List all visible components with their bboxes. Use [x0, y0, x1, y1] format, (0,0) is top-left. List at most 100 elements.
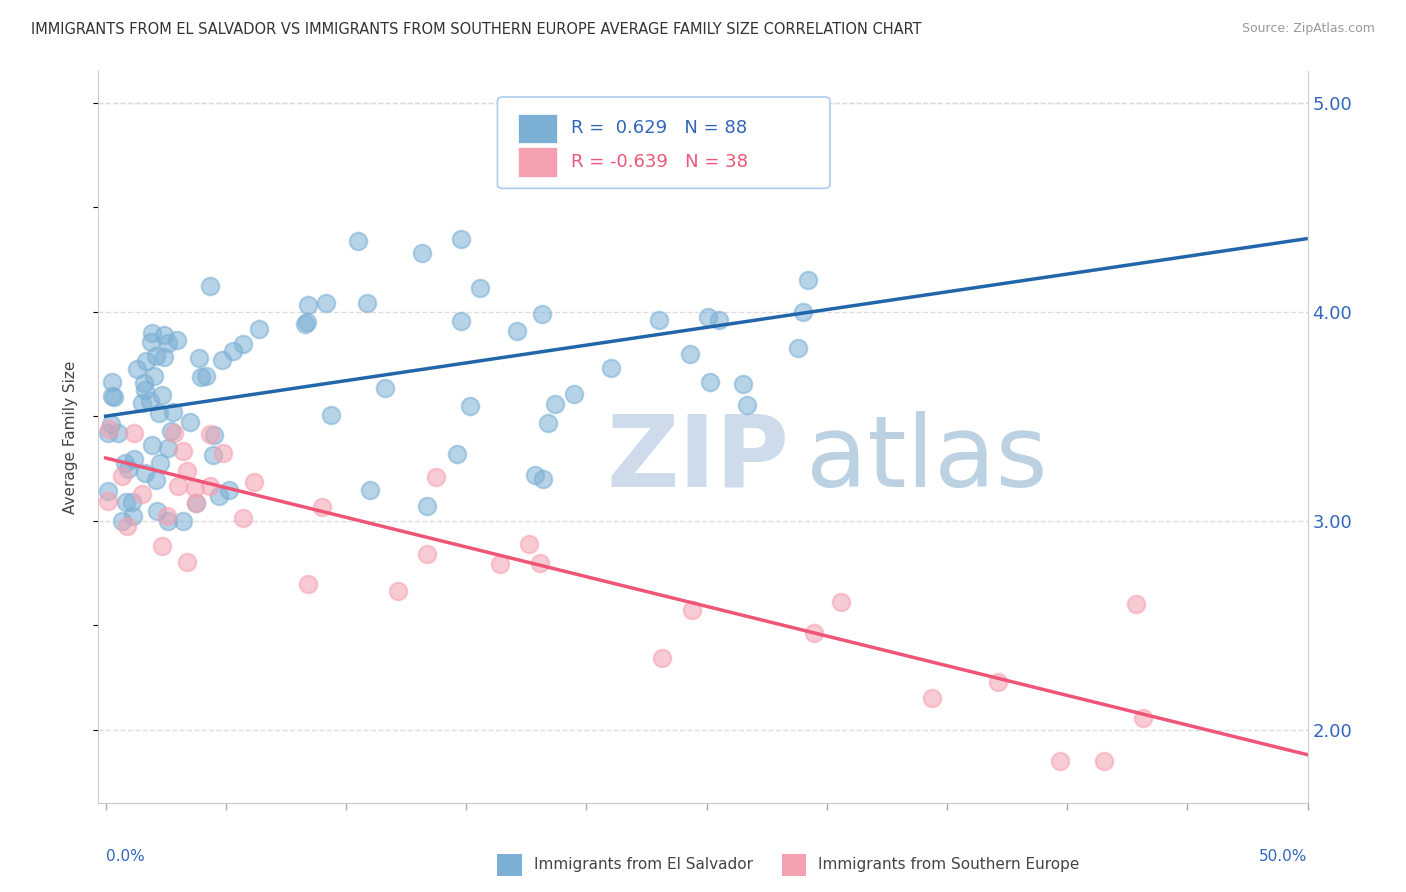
Point — [101, 375, 124, 389]
Point — [458, 399, 481, 413]
Point — [374, 381, 396, 395]
Point — [122, 425, 145, 440]
Point — [506, 324, 529, 338]
FancyBboxPatch shape — [498, 97, 830, 188]
Point — [731, 377, 754, 392]
Point — [121, 509, 143, 524]
Text: 50.0%: 50.0% — [1260, 849, 1308, 863]
Point — [247, 322, 270, 336]
Point — [211, 353, 233, 368]
Text: Immigrants from Southern Europe: Immigrants from Southern Europe — [818, 857, 1080, 872]
Point — [1125, 597, 1147, 611]
Point — [294, 317, 316, 331]
Point — [134, 467, 156, 481]
Point — [311, 500, 333, 514]
Point — [243, 475, 266, 490]
Text: ZIP: ZIP — [606, 410, 789, 508]
Point — [190, 370, 212, 384]
Point — [347, 234, 370, 248]
Point — [166, 333, 188, 347]
Text: Immigrants from El Salvador: Immigrants from El Salvador — [534, 857, 752, 872]
Text: atlas: atlas — [806, 410, 1047, 508]
Point — [103, 390, 125, 404]
Point — [97, 494, 120, 508]
Point — [529, 556, 551, 570]
Point — [202, 428, 225, 442]
Point — [131, 396, 153, 410]
Point — [450, 314, 472, 328]
Point — [141, 438, 163, 452]
Point — [145, 473, 167, 487]
Point — [786, 342, 808, 356]
Point — [157, 514, 180, 528]
Text: R = -0.639   N = 38: R = -0.639 N = 38 — [571, 153, 748, 171]
Point — [187, 351, 209, 365]
Point — [107, 426, 129, 441]
Point — [530, 307, 553, 321]
Text: 0.0%: 0.0% — [105, 849, 145, 863]
Point — [122, 451, 145, 466]
Point — [163, 425, 186, 440]
Point — [297, 577, 319, 591]
Point — [114, 457, 136, 471]
Point — [134, 384, 156, 398]
Point — [544, 397, 567, 411]
Point — [315, 296, 337, 310]
Point — [359, 483, 381, 497]
Point — [523, 468, 546, 483]
Bar — [782, 854, 806, 876]
Text: R =  0.629   N = 88: R = 0.629 N = 88 — [571, 120, 748, 137]
Point — [222, 343, 245, 358]
Point — [198, 479, 221, 493]
Point — [696, 310, 718, 325]
Point — [987, 675, 1010, 690]
Point — [707, 312, 730, 326]
Point — [176, 464, 198, 478]
Point — [211, 445, 233, 459]
Point — [150, 539, 173, 553]
Point — [921, 691, 943, 706]
Point — [446, 447, 468, 461]
Point — [681, 603, 703, 617]
Point — [208, 489, 231, 503]
Bar — [517, 114, 557, 143]
Point — [450, 232, 472, 246]
Point — [179, 415, 201, 429]
Point — [111, 514, 134, 528]
Point — [201, 448, 224, 462]
Point — [145, 349, 167, 363]
Point — [121, 494, 143, 508]
Point — [531, 472, 554, 486]
Point — [489, 557, 512, 571]
Point — [166, 479, 188, 493]
Point — [149, 456, 172, 470]
Point — [139, 334, 162, 349]
Point — [156, 509, 179, 524]
Point — [143, 369, 166, 384]
Bar — [517, 147, 557, 177]
Point — [517, 537, 540, 551]
Point — [139, 393, 162, 408]
Point — [194, 368, 217, 383]
Point — [198, 279, 221, 293]
Bar — [498, 854, 522, 876]
Point — [184, 496, 207, 510]
Point — [232, 336, 254, 351]
Point — [468, 281, 491, 295]
Text: IMMIGRANTS FROM EL SALVADOR VS IMMIGRANTS FROM SOUTHERN EUROPE AVERAGE FAMILY SI: IMMIGRANTS FROM EL SALVADOR VS IMMIGRANT… — [31, 22, 921, 37]
Point — [98, 421, 121, 435]
Point — [411, 245, 433, 260]
Point — [797, 273, 820, 287]
Point — [152, 388, 174, 402]
Point — [415, 499, 437, 513]
Y-axis label: Average Family Size: Average Family Size — [63, 360, 77, 514]
Point — [218, 483, 240, 497]
Point — [297, 298, 319, 312]
Point — [159, 424, 181, 438]
Point — [651, 651, 673, 665]
Point — [1092, 754, 1115, 768]
Point — [148, 406, 170, 420]
Point — [162, 405, 184, 419]
Point — [132, 376, 155, 390]
Point — [153, 350, 176, 364]
